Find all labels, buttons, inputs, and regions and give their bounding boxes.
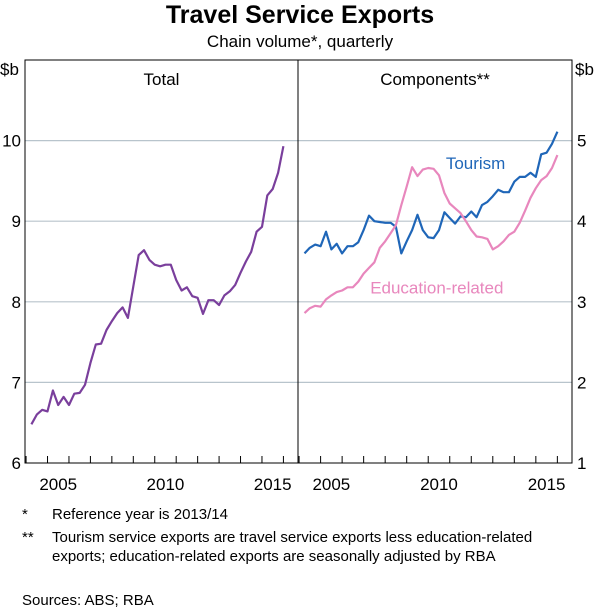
series-label: Tourism xyxy=(446,154,506,173)
x-tick-label: 2010 xyxy=(420,475,458,494)
series-line-tourism xyxy=(303,131,559,255)
y-tick-label: 1 xyxy=(577,454,586,473)
footnote-mark: * xyxy=(22,506,28,523)
y-axis-unit-label: $b xyxy=(0,60,19,79)
panel-title: Total xyxy=(144,70,180,89)
y-axis-unit-label: $b xyxy=(575,60,594,79)
y-tick-label: 5 xyxy=(577,132,586,151)
x-tick-label: 2010 xyxy=(147,475,185,494)
x-tick-label: 2015 xyxy=(254,475,292,494)
series-line-education-related xyxy=(303,154,559,314)
x-tick-label: 2005 xyxy=(39,475,77,494)
series-label: Education-related xyxy=(370,279,503,298)
y-tick-label: 6 xyxy=(12,454,21,473)
y-tick-label: 9 xyxy=(12,212,21,231)
sources: Sources: ABS; RBA xyxy=(22,592,154,609)
chart-title: Travel Service Exports xyxy=(165,1,435,29)
y-tick-label: 2 xyxy=(577,373,586,392)
y-tick-label: 3 xyxy=(577,293,586,312)
chart-subtitle: Chain volume*, quarterly xyxy=(206,32,394,51)
y-tick-label: 8 xyxy=(12,293,21,312)
footnote-text: Tourism service exports are travel servi… xyxy=(52,529,533,565)
y-tick-label: 7 xyxy=(12,373,21,392)
x-tick-label: 2005 xyxy=(312,475,350,494)
x-tick-label: 2015 xyxy=(528,475,566,494)
footnote-mark: ** xyxy=(22,529,34,546)
footnote-text: Reference year is 2013/14 xyxy=(52,506,228,523)
panel-title: Components** xyxy=(380,70,490,89)
y-tick-label: 10 xyxy=(2,132,21,151)
series-line-total xyxy=(30,145,285,425)
y-tick-label: 4 xyxy=(577,212,586,231)
